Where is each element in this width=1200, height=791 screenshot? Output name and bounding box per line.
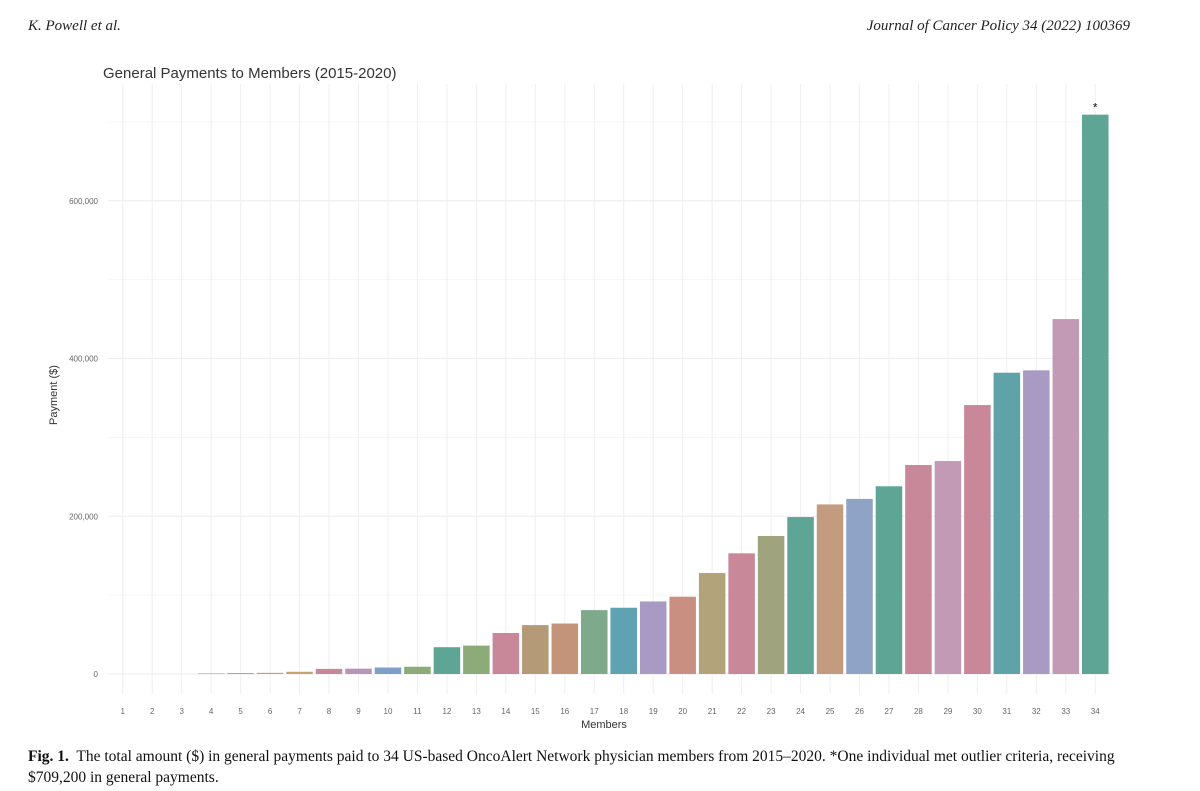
bar-member-15	[522, 625, 549, 674]
bar-member-33	[1052, 319, 1080, 674]
x-tick-label: 33	[1061, 707, 1070, 716]
x-tick-label: 32	[1032, 707, 1041, 716]
x-tick-label: 4	[209, 707, 214, 716]
x-tick-label: 23	[767, 707, 776, 716]
bar-member-18	[610, 607, 637, 674]
x-axis-ticks: 1 2 3 4 5 6 7 8 9 10 11 12 13 14 15 16 17 18 19 20 21 22 23 24 2…	[121, 707, 1101, 716]
x-tick-label: 7	[297, 707, 302, 716]
bar-member-16	[551, 623, 579, 674]
x-tick-label: 29	[943, 707, 952, 716]
journal-header: Journal of Cancer Policy 34 (2022) 10036…	[866, 18, 1130, 34]
y-tick-label: 600,000	[69, 197, 98, 206]
bar-member-34	[1082, 114, 1109, 674]
x-tick-label: 34	[1091, 707, 1100, 716]
bar-member-23	[757, 535, 785, 674]
x-tick-label: 15	[531, 707, 540, 716]
x-tick-label: 8	[327, 707, 332, 716]
x-tick-label: 28	[914, 707, 923, 716]
bar-member-6	[256, 672, 284, 674]
x-tick-label: 25	[826, 707, 835, 716]
bar-member-14	[492, 632, 520, 674]
x-tick-label: 3	[179, 707, 184, 716]
x-tick-label: 6	[268, 707, 273, 716]
y-tick-label: 0	[94, 670, 99, 679]
x-tick-label: 11	[413, 707, 422, 716]
caption-text: The total amount ($) in general payments…	[28, 748, 1115, 786]
annotations: *	[1093, 101, 1098, 115]
bar-member-10	[374, 667, 402, 674]
x-tick-label: 30	[973, 707, 982, 716]
bar-member-28	[905, 464, 932, 674]
x-tick-label: 20	[678, 707, 687, 716]
x-tick-label: 18	[619, 707, 628, 716]
bar-member-31	[993, 372, 1021, 674]
x-tick-label: 21	[708, 707, 717, 716]
bar-member-30	[964, 405, 991, 674]
bar-member-26	[846, 498, 873, 674]
bar-member-21	[698, 573, 726, 674]
bar-member-32	[1023, 370, 1050, 674]
bar-member-9	[345, 668, 372, 674]
bar-member-19	[639, 601, 667, 674]
bar-chart: General Payments to Members (2015-2020) …	[48, 65, 1110, 731]
x-tick-label: 26	[855, 707, 864, 716]
x-axis-title: Members	[581, 719, 627, 731]
bar-member-22	[728, 553, 755, 674]
figure-caption: Fig. 1. The total amount ($) in general …	[28, 746, 1168, 788]
running-header: K. Powell et al. Journal of Cancer Polic…	[0, 14, 1200, 38]
y-axis-ticks: 0 200,000 400,000 600,000	[69, 197, 98, 679]
x-tick-label: 13	[472, 707, 481, 716]
bar-member-7	[286, 671, 313, 674]
bar-member-5	[227, 673, 254, 674]
bars	[197, 114, 1109, 674]
caption-label: Fig. 1.	[28, 748, 69, 765]
x-tick-label: 14	[501, 707, 510, 716]
outlier-asterisk: *	[1093, 101, 1098, 115]
figure: General Payments to Members (2015-2020) …	[28, 54, 1128, 734]
x-tick-label: 22	[737, 707, 746, 716]
x-tick-label: 10	[384, 707, 393, 716]
bar-member-17	[581, 610, 608, 674]
x-tick-label: 1	[121, 707, 126, 716]
x-tick-label: 27	[885, 707, 894, 716]
x-tick-label: 5	[238, 707, 243, 716]
y-tick-label: 400,000	[69, 355, 98, 364]
x-tick-label: 24	[796, 707, 805, 716]
x-tick-label: 16	[560, 707, 569, 716]
author-header: K. Powell et al.	[28, 18, 121, 34]
x-tick-label: 9	[356, 707, 361, 716]
bar-member-20	[669, 596, 696, 674]
x-tick-label: 17	[590, 707, 599, 716]
bar-member-27	[875, 486, 903, 674]
bar-member-25	[816, 504, 844, 674]
x-tick-label: 12	[442, 707, 451, 716]
bar-member-11	[404, 666, 431, 674]
x-tick-label: 19	[649, 707, 658, 716]
bar-member-24	[787, 517, 814, 674]
bar-member-29	[934, 461, 962, 674]
bar-member-12	[433, 647, 461, 674]
bar-member-4	[197, 673, 225, 674]
x-tick-label: 31	[1002, 707, 1011, 716]
bar-member-13	[463, 645, 490, 674]
y-axis-title: Payment ($)	[48, 365, 60, 425]
x-tick-label: 2	[150, 707, 155, 716]
chart-title: General Payments to Members (2015-2020)	[103, 65, 396, 82]
y-tick-label: 200,000	[69, 512, 98, 521]
bar-member-8	[315, 668, 343, 674]
